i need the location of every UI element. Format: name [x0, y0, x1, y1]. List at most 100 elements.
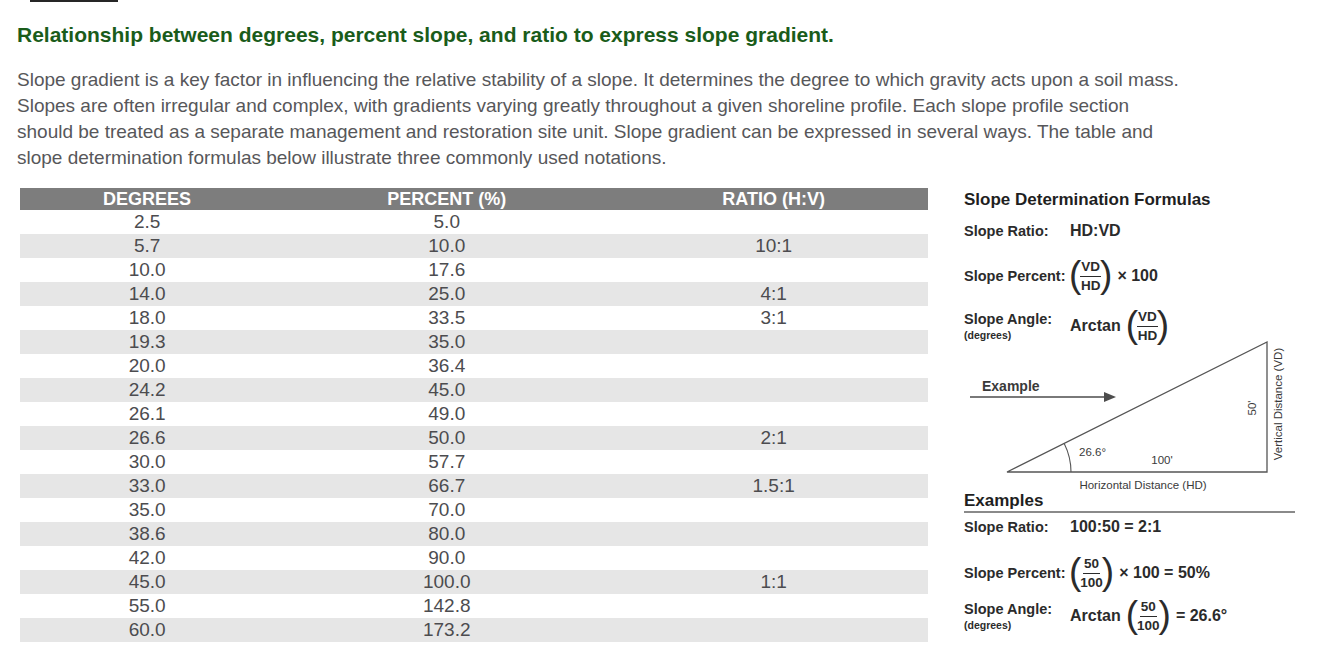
- table-cell: 30.0: [20, 450, 274, 474]
- table-cell: 60.0: [20, 618, 274, 642]
- table-cell: 2.5: [20, 210, 274, 234]
- example-angle-label: Slope Angle: (degrees): [964, 601, 1070, 631]
- table-cell: 4:1: [619, 282, 928, 306]
- formula-slope-ratio-row: Slope Ratio: HD:VD: [964, 220, 1331, 242]
- slope-ratio-label: Slope Ratio:: [964, 223, 1070, 240]
- table-row: 38.680.0: [20, 522, 928, 546]
- formula-suffix: = 26.6°: [1176, 607, 1227, 625]
- table-row: 42.090.0: [20, 546, 928, 570]
- table-cell: 80.0: [274, 522, 619, 546]
- table-cell: 1:1: [619, 570, 928, 594]
- table-row: 2.55.0: [20, 210, 928, 234]
- table-cell: 26.6: [20, 426, 274, 450]
- fraction-denominator: 100: [1080, 574, 1103, 591]
- angle-arc: [1064, 443, 1071, 472]
- table-row: 5.710.010:1: [20, 234, 928, 258]
- fraction: ( 50 100 ): [1070, 555, 1113, 592]
- table-row: 19.335.0: [20, 330, 928, 354]
- height-length-label: 50': [1246, 401, 1258, 416]
- table-cell: 38.6: [20, 522, 274, 546]
- close-paren: ): [1100, 256, 1112, 293]
- fraction: ( 50 100 ): [1127, 598, 1170, 635]
- column-header-degrees: DEGREES: [20, 188, 274, 210]
- slope-triangle-diagram: Example 26.6° 100' Horizontal Distance (…: [958, 332, 1298, 497]
- table-cell: 20.0: [20, 354, 274, 378]
- table-cell: [619, 402, 928, 426]
- table-cell: 3:1: [619, 306, 928, 330]
- examples-title: Examples: [964, 491, 1043, 511]
- table-row: 20.036.4: [20, 354, 928, 378]
- examples-underline: [964, 511, 1295, 513]
- column-header-ratio: RATIO (H:V): [619, 188, 928, 210]
- table-cell: 26.1: [20, 402, 274, 426]
- table-cell: 90.0: [274, 546, 619, 570]
- example-ratio-label: Slope Ratio:: [964, 519, 1070, 536]
- page-title: Relationship between degrees, percent sl…: [17, 23, 834, 47]
- table-row: 26.650.02:1: [20, 426, 928, 450]
- table-cell: 33.0: [20, 474, 274, 498]
- table-cell: [619, 594, 928, 618]
- base-length-label: 100': [1151, 454, 1172, 466]
- arctan-function: Arctan: [1070, 607, 1121, 625]
- table-row: 33.066.71.5:1: [20, 474, 928, 498]
- fraction-numerator: VD: [1080, 259, 1101, 277]
- table-cell: 25.0: [274, 282, 619, 306]
- close-paren: ): [1102, 553, 1114, 590]
- formula-suffix: × 100: [1117, 267, 1157, 285]
- table-cell: 49.0: [274, 402, 619, 426]
- table-row: 35.070.0: [20, 498, 928, 522]
- column-header-percent: PERCENT (%): [274, 188, 619, 210]
- slope-percent-label: Slope Percent:: [964, 268, 1070, 285]
- table-cell: 100.0: [274, 570, 619, 594]
- table-cell: 1.5:1: [619, 474, 928, 498]
- table-cell: 10.0: [274, 234, 619, 258]
- fraction-numerator: 50: [1140, 599, 1157, 617]
- vertical-distance-label: Vertical Distance (VD): [1272, 348, 1284, 461]
- table-cell: 35.0: [20, 498, 274, 522]
- table-cell: [619, 258, 928, 282]
- example-arrowhead: [1104, 392, 1116, 402]
- example-ratio-value: 100:50 = 2:1: [1070, 518, 1161, 536]
- table-cell: 173.2: [274, 618, 619, 642]
- table-cell: 33.5: [274, 306, 619, 330]
- slope-formulas-panel: Slope Determination Formulas Slope Ratio…: [958, 0, 1331, 663]
- table-cell: [619, 618, 928, 642]
- angle-value-label: 26.6°: [1079, 446, 1106, 458]
- slope-gradient-table: DEGREES PERCENT (%) RATIO (H:V) 2.55.05.…: [20, 188, 928, 642]
- table-header-row: DEGREES PERCENT (%) RATIO (H:V): [20, 188, 928, 210]
- table-cell: 57.7: [274, 450, 619, 474]
- example-slope-angle-row: Slope Angle: (degrees) Arctan ( 50 100 )…: [964, 594, 1331, 638]
- table-cell: 66.7: [274, 474, 619, 498]
- fraction-numerator: VD: [1137, 309, 1158, 327]
- table-cell: 35.0: [274, 330, 619, 354]
- slope-ratio-value: HD:VD: [1070, 222, 1121, 240]
- table-row: 18.033.53:1: [20, 306, 928, 330]
- formulas-title: Slope Determination Formulas: [964, 190, 1211, 210]
- table-row: 24.245.0: [20, 378, 928, 402]
- table-cell: 50.0: [274, 426, 619, 450]
- fraction: ( VD HD ): [1070, 258, 1111, 295]
- table-row: 26.149.0: [20, 402, 928, 426]
- table-cell: [619, 354, 928, 378]
- fraction-denominator: HD: [1081, 277, 1101, 294]
- triangle-outline: [1007, 342, 1267, 472]
- example-angle-sublabel: (degrees): [964, 619, 1070, 631]
- table-cell: 5.0: [274, 210, 619, 234]
- example-label: Example: [982, 378, 1040, 394]
- open-paren: (: [1126, 596, 1138, 633]
- table-cell: [619, 546, 928, 570]
- table-cell: 5.7: [20, 234, 274, 258]
- slope-percent-formula: ( VD HD ) × 100: [1070, 258, 1158, 295]
- table-cell: 45.0: [20, 570, 274, 594]
- table-cell: 42.0: [20, 546, 274, 570]
- table-cell: 36.4: [274, 354, 619, 378]
- table-cell: 10.0: [20, 258, 274, 282]
- table-row: 45.0100.01:1: [20, 570, 928, 594]
- table-cell: 10:1: [619, 234, 928, 258]
- table-row: 55.0142.8: [20, 594, 928, 618]
- table-cell: [619, 498, 928, 522]
- table-cell: 2:1: [619, 426, 928, 450]
- table-row: 10.017.6: [20, 258, 928, 282]
- table-cell: 45.0: [274, 378, 619, 402]
- fraction-denominator: 100: [1137, 617, 1160, 634]
